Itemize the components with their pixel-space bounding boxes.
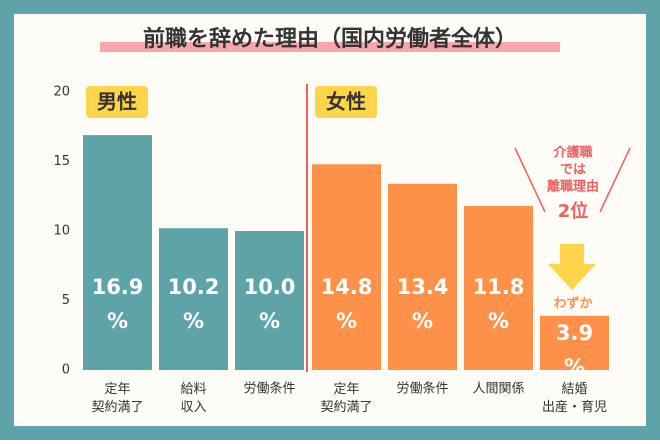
y-tick-label: 0 (62, 363, 70, 378)
annotation: では (560, 163, 586, 178)
x-tick-label: 定年契約満了 (91, 382, 143, 415)
bar (540, 315, 609, 370)
bar (312, 164, 381, 370)
value-label: 3.9% (556, 321, 593, 379)
chart-title: 前職を辞めた理由（国内労働者全体） (143, 26, 517, 52)
bar (464, 205, 533, 370)
value-label: 10.0% (244, 275, 296, 333)
x-tick-label: 労働条件 (243, 381, 295, 397)
annotation: 2位 (558, 200, 589, 222)
arrow (548, 244, 596, 290)
group-label: 男性 (97, 90, 137, 114)
x-tick-label: 人間関係 (472, 382, 524, 397)
annotation-line (599, 147, 631, 213)
title-highlight (100, 42, 560, 52)
bar (235, 231, 304, 370)
value-label: 10.2% (168, 275, 220, 333)
annotation: 介護職 (552, 145, 592, 161)
value-label: 11.8% (473, 275, 525, 333)
x-tick-label: 定年契約満了 (320, 382, 372, 415)
annotation-line (514, 147, 546, 213)
x-tick-label: 労働条件 (396, 381, 448, 397)
value-label: 13.4% (397, 275, 449, 333)
bar (159, 228, 228, 370)
small-note: わずか (553, 296, 592, 312)
group-label-bg (86, 86, 148, 118)
y-tick-label: 15 (53, 154, 70, 169)
group-label-bg (315, 86, 377, 118)
x-tick-label: 結婚出産・育児 (542, 382, 607, 415)
bar (388, 183, 457, 370)
group-label: 女性 (326, 90, 366, 114)
y-tick-label: 5 (62, 293, 70, 308)
y-tick-label: 10 (53, 224, 70, 239)
y-tick-label: 20 (53, 85, 70, 100)
value-label: 16.9% (92, 275, 144, 333)
annotation: 離職理由 (547, 179, 599, 195)
bar (83, 135, 152, 370)
x-tick-label: 給料収入 (180, 382, 206, 415)
value-label: 14.8% (321, 275, 373, 333)
